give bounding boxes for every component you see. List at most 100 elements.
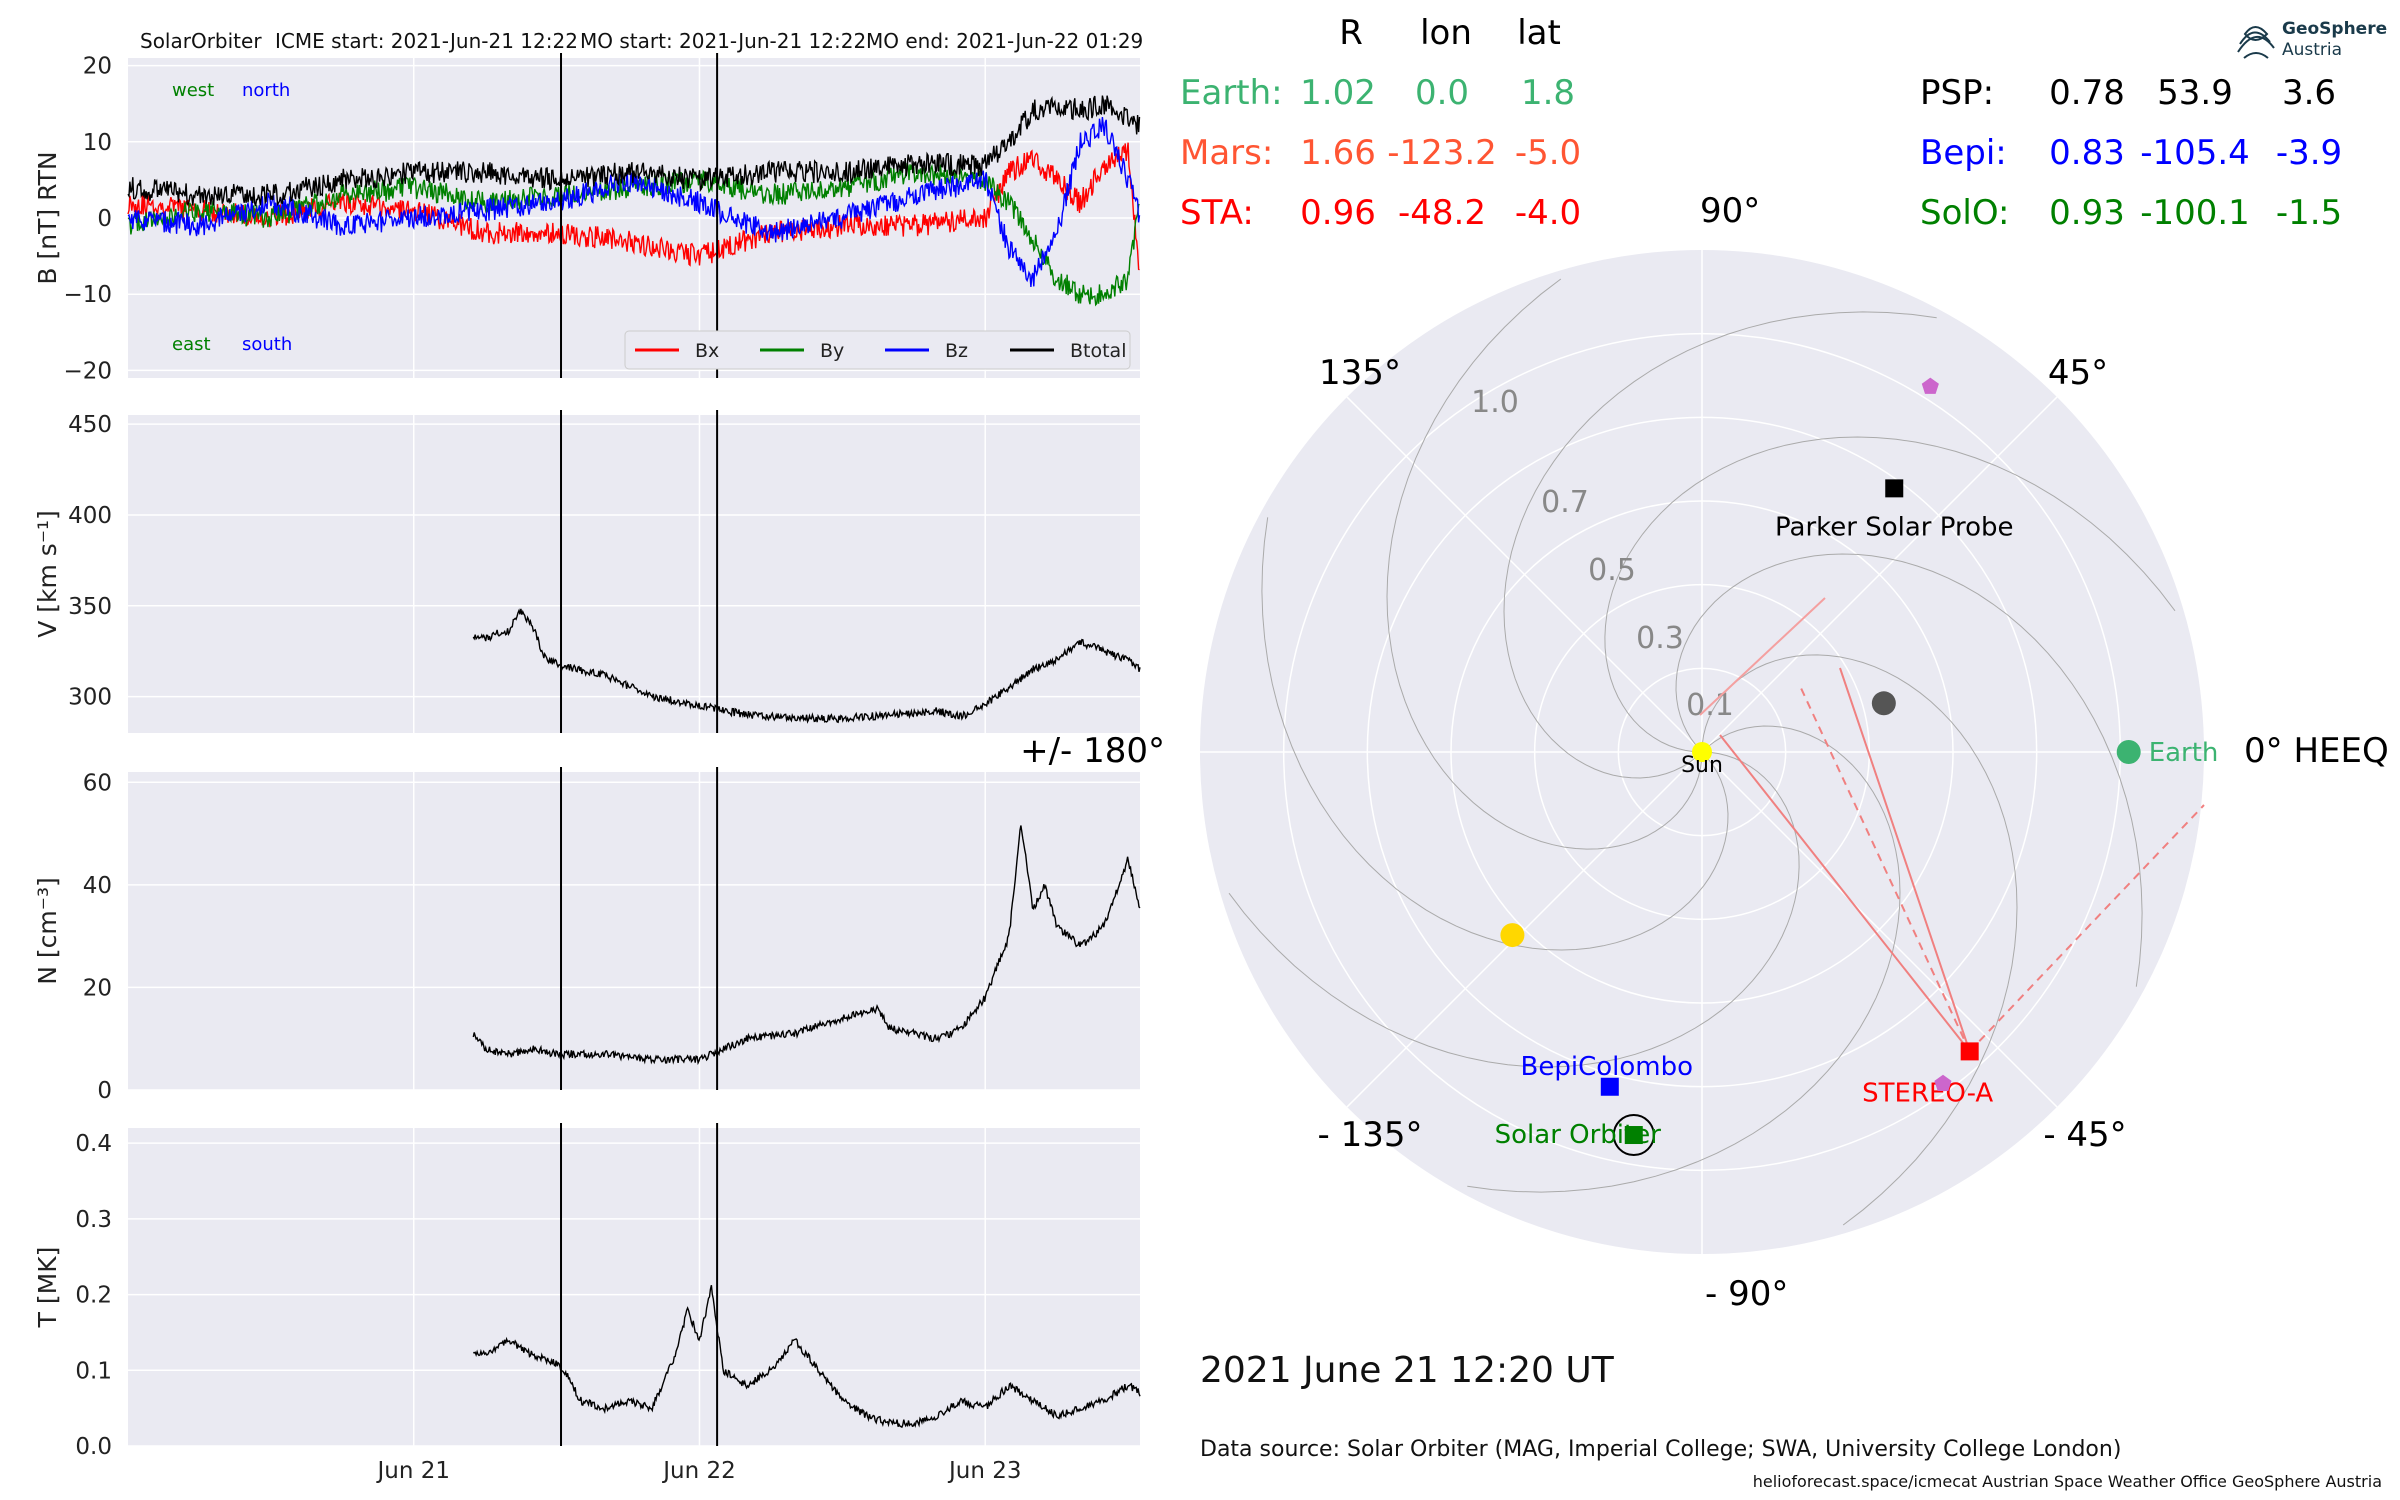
x-tick-label: Jun 21 xyxy=(375,1458,450,1484)
y-tick-label: 0.4 xyxy=(75,1131,112,1157)
row-lon: -48.2 xyxy=(1398,193,1486,233)
angle-label: - 135° xyxy=(1318,1115,1423,1155)
marker-sun xyxy=(1692,742,1712,762)
panel-velocity: 450 400 350 300 V [km s⁻¹] xyxy=(33,410,1141,733)
timeseries-panels: 20 10 0 −10 −20 B [nT] RTN west north east south B… xyxy=(33,53,1141,1484)
parker-spiral xyxy=(1503,311,1937,779)
y-tick-label: 0 xyxy=(97,206,112,232)
row-lon: -123.2 xyxy=(1387,133,1497,173)
polar-spoke xyxy=(1701,396,2058,753)
legend-frame xyxy=(624,330,1131,370)
angle-label: - 45° xyxy=(2043,1115,2126,1155)
polar-spoke xyxy=(1346,396,1703,753)
y-tick-label: 350 xyxy=(68,594,112,620)
marker-parker-solar-probe xyxy=(1885,479,1904,498)
row-r: 0.83 xyxy=(2049,133,2125,173)
parker-spiral xyxy=(1228,751,1800,1068)
y-axis-label: N [cm⁻³] xyxy=(33,877,62,984)
marker-bepicolombo xyxy=(1600,1077,1619,1096)
sta-fieldline-dashed-1 xyxy=(1799,685,1971,1052)
row-lon: 53.9 xyxy=(2157,73,2233,113)
parker-spiral xyxy=(1261,517,1729,951)
label-east: east xyxy=(172,334,211,355)
marker-grey-body xyxy=(1871,691,1896,716)
row-name: Bepi: xyxy=(1920,133,2007,173)
row-r: 1.02 xyxy=(1300,73,1376,113)
sun-fieldline xyxy=(1699,597,1826,716)
radial-tick-label: 1.0 xyxy=(1471,385,1519,420)
logo-line2: Austria xyxy=(2282,40,2342,60)
marker-pentagon-1 xyxy=(1921,377,1939,394)
row-r: 1.66 xyxy=(1300,133,1376,173)
y-tick-label: −10 xyxy=(63,282,112,308)
y-axis-label: T [MK] xyxy=(33,1247,62,1329)
marker-solar-orbiter xyxy=(1624,1126,1643,1145)
angle-label: 90° xyxy=(1700,191,1760,231)
row-lat: -3.9 xyxy=(2276,133,2342,173)
polar-spoke xyxy=(1346,751,1703,1108)
legend-label: Bz xyxy=(945,340,968,362)
series-n xyxy=(472,825,1141,1066)
label-bepicolombo: BepiColombo xyxy=(1521,1052,1694,1082)
series-v xyxy=(472,608,1141,724)
marker-pentagon-2 xyxy=(1934,1074,1952,1091)
label-sun: Sun xyxy=(1681,753,1723,778)
row-name: SolO: xyxy=(1920,193,2009,233)
x-tick-label: Jun 23 xyxy=(947,1458,1022,1484)
panel-background xyxy=(128,1128,1140,1446)
x-tick-label: Jun 22 xyxy=(661,1458,736,1484)
row-lat: -5.0 xyxy=(1515,133,1581,173)
row-lat: -4.0 xyxy=(1515,193,1581,233)
angle-label: 45° xyxy=(2048,353,2108,393)
logo-swirl-icon xyxy=(2237,26,2275,59)
table-header: lat xyxy=(1517,13,1561,53)
angle-label: 0° HEEQ xyxy=(2244,731,2389,771)
y-axis-label: B [nT] RTN xyxy=(33,151,62,284)
row-r: 0.93 xyxy=(2049,193,2125,233)
parker-spiral xyxy=(1386,278,1703,850)
radial-tick-label: 0.7 xyxy=(1541,485,1589,520)
marker-mars-like-yellow xyxy=(1500,923,1525,948)
panel-temperature: 0.4 0.3 0.2 0.1 0.0 T [MK] Jun 21 Jun 22 Jun 23 xyxy=(33,1123,1141,1484)
plot-date: 2021 June 21 12:20 UT xyxy=(1200,1350,1615,1391)
row-name: Mars: xyxy=(1180,133,1273,173)
credits: helioforecast.space/icmecat Austrian Spa… xyxy=(1753,1472,2382,1491)
data-source: Data source: Solar Orbiter (MAG, Imperia… xyxy=(1200,1437,2121,1462)
parker-spiral xyxy=(1467,725,1901,1193)
row-name: Earth: xyxy=(1180,73,1283,113)
sta-fieldline-dashed-2 xyxy=(1968,804,2205,1053)
row-lat: 1.8 xyxy=(1521,73,1575,113)
solo-highlight-ring xyxy=(1612,1114,1655,1157)
legend: Bx By Bz Btotal xyxy=(624,330,1131,370)
row-lon: -100.1 xyxy=(2140,193,2250,233)
y-tick-label: 10 xyxy=(83,130,112,156)
header-spacecraft: SolarOrbiter xyxy=(140,29,262,53)
y-tick-label: 40 xyxy=(83,873,112,899)
y-tick-label: 0.1 xyxy=(75,1358,112,1384)
header-icme-start: ICME start: 2021-Jun-21 12:22 xyxy=(275,29,578,53)
row-lon: 0.0 xyxy=(1415,73,1469,113)
label-north: north xyxy=(242,80,290,101)
y-tick-label: 0 xyxy=(97,1078,112,1104)
y-tick-label: 0.0 xyxy=(75,1434,112,1460)
radial-tick-label: 0.5 xyxy=(1588,553,1636,588)
sta-fieldline-1 xyxy=(1719,734,1971,1053)
panel-background xyxy=(128,415,1140,733)
label-west: west xyxy=(172,80,214,101)
parker-spiral xyxy=(1675,553,2143,987)
header-mo-start: MO start: 2021-Jun-21 12:22 xyxy=(580,29,866,53)
label-parker-solar-probe: Parker Solar Probe xyxy=(1775,512,2013,542)
polar-spoke xyxy=(1701,751,2058,1108)
row-name: STA: xyxy=(1180,193,1254,233)
y-axis-label: V [km s⁻¹] xyxy=(33,510,62,638)
y-tick-label: 400 xyxy=(68,503,112,529)
y-tick-label: 0.2 xyxy=(75,1283,112,1309)
panel-background xyxy=(128,772,1140,1090)
logo-line1: GeoSphere xyxy=(2282,19,2387,39)
y-tick-label: 20 xyxy=(83,975,112,1001)
y-tick-label: 450 xyxy=(68,412,112,438)
radial-tick-label: 0.3 xyxy=(1636,621,1684,656)
